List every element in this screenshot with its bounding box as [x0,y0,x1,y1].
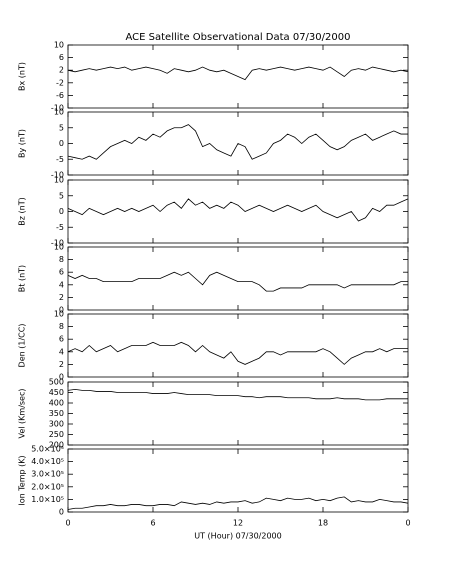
y-tick-label: 1.0×10⁵ [31,495,64,504]
y-tick-label: 6 [59,268,64,277]
y-axis-label: Vel (Km/sec) [18,388,27,438]
y-tick-label: 10 [54,310,64,319]
chart-title: ACE Satellite Observational Data 07/30/2… [126,32,351,43]
data-line [67,496,409,510]
y-axis-label: Ion Temp (K) [18,455,27,505]
data-line [67,66,409,81]
data-line [67,124,408,160]
y-tick-label: 8 [59,322,64,331]
y-axis-label: Den (1/CC) [18,324,27,368]
x-axis-label: UT (Hour) 07/30/2000 [194,532,281,541]
y-tick-label: 10 [54,176,64,185]
y-tick-label: 5 [59,123,64,132]
x-tick-label: 18 [318,519,328,528]
y-tick-label: -6 [56,91,64,100]
y-tick-label: 0 [59,508,64,517]
y-tick-label: -10 [51,171,64,180]
y-tick-label: 200 [49,441,64,450]
y-tick-label: 8 [59,255,64,264]
y-tick-label: 5 [59,191,64,200]
y-tick-label: -10 [51,239,64,248]
y-tick-label: 300 [49,420,64,429]
y-tick-label: 350 [49,409,64,418]
x-tick-label: 12 [233,519,243,528]
y-tick-label: 0 [59,306,64,315]
y-tick-label: 6 [59,335,64,344]
y-tick-label: 400 [49,399,64,408]
y-tick-label: 2 [59,360,64,369]
data-line [67,271,408,292]
x-tick-label: 6 [150,519,155,528]
y-tick-label: -10 [51,104,64,113]
x-tick-label: 0 [405,519,410,528]
y-tick-label: 2 [59,293,64,302]
y-tick-label: 2 [59,66,64,75]
y-axis-label: Bt (nT) [18,265,27,292]
data-line [67,198,409,222]
y-tick-label: 6 [59,53,64,62]
y-tick-label: 4 [59,347,64,356]
x-tick-label: 0 [65,519,70,528]
y-axis-label: Bx (nT) [18,62,27,91]
y-tick-label: 250 [49,430,64,439]
data-line [67,341,408,365]
y-tick-label: 2.0×10⁵ [31,482,64,491]
y-tick-label: 10 [54,41,64,50]
y-tick-label: 10 [54,243,64,252]
data-line [67,388,408,401]
y-tick-label: -5 [56,223,64,232]
y-tick-label: 4 [59,280,64,289]
y-tick-label: 3.0×10⁵ [31,470,64,479]
y-tick-label: 10 [54,108,64,117]
y-tick-label: -2 [56,78,64,87]
y-tick-label: 5.0×10⁵ [31,445,64,454]
y-axis-label: Bz (nT) [18,197,27,225]
y-axis-label: By (nT) [18,129,27,158]
y-tick-label: 0 [59,207,64,216]
y-tick-label: 450 [49,388,64,397]
y-tick-label: 500 [49,378,64,387]
y-tick-label: -5 [56,155,64,164]
y-tick-label: 4.0×10⁵ [31,457,64,466]
y-tick-label: 0 [59,139,64,148]
y-tick-label: 0 [59,373,64,382]
